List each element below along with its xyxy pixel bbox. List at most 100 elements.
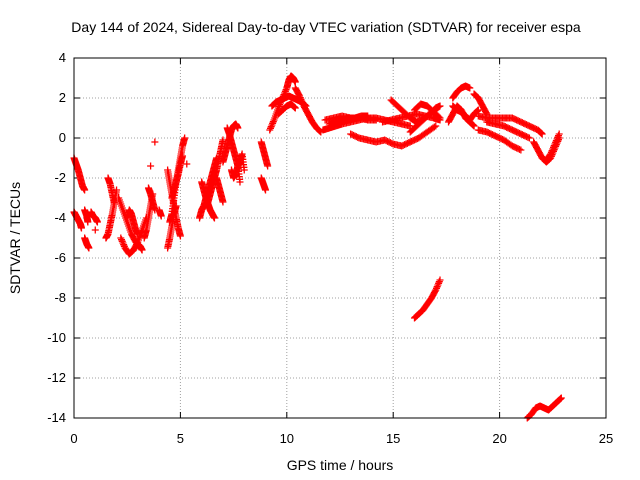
data-point — [210, 214, 218, 222]
data-point — [133, 239, 141, 247]
data-point — [93, 218, 101, 226]
y-tick-label: 4 — [59, 50, 66, 65]
series-sat-y — [213, 174, 227, 206]
data-point — [120, 241, 128, 249]
series-sat-ax — [483, 118, 533, 142]
data-point — [550, 143, 558, 151]
data-point — [517, 146, 525, 154]
data-point — [84, 218, 92, 226]
y-tick-label: 2 — [59, 90, 66, 105]
data-point — [474, 106, 482, 114]
data-point — [552, 138, 560, 146]
data-point — [281, 87, 289, 95]
chart-title: Day 144 of 2024, Sidereal Day-to-day VTE… — [71, 19, 581, 35]
series-sat-e — [87, 208, 101, 226]
data-point — [138, 246, 146, 254]
data-point — [436, 276, 444, 284]
data-point — [77, 224, 85, 232]
data-point — [554, 133, 562, 141]
series-sat-b — [70, 208, 85, 232]
data-point — [525, 134, 533, 142]
data-point — [555, 130, 563, 138]
data-point — [372, 116, 380, 124]
data-point — [473, 107, 481, 115]
grid-lines — [74, 58, 606, 418]
data-point — [219, 198, 227, 206]
data-point — [435, 279, 443, 287]
data-point — [119, 239, 127, 247]
data-point — [432, 122, 440, 130]
data-point — [117, 234, 125, 242]
data-point — [515, 145, 523, 153]
data-point — [295, 91, 303, 99]
data-point — [469, 121, 477, 129]
x-tick-label: 0 — [70, 431, 77, 446]
data-point — [264, 162, 272, 170]
series-sat-ag — [291, 84, 325, 136]
data-point — [537, 129, 545, 137]
series-sat-ak — [325, 112, 372, 128]
data-point — [151, 138, 159, 146]
data-point — [435, 278, 443, 286]
data-point — [183, 160, 191, 168]
data-point — [430, 123, 438, 131]
data-point — [432, 286, 440, 294]
data-point — [406, 122, 414, 130]
series-sat-u — [183, 160, 191, 168]
data-point — [557, 395, 565, 403]
series-sat-h — [104, 174, 118, 208]
x-tick-label: 25 — [599, 431, 613, 446]
series-sat-al — [347, 122, 440, 150]
data-point — [434, 281, 442, 289]
data-point — [298, 97, 306, 105]
series-sat-az — [542, 130, 563, 164]
data-point — [470, 122, 478, 130]
series-sat-s — [168, 152, 187, 202]
series-sat-o — [151, 138, 159, 146]
data-point — [550, 142, 558, 150]
series-sat-a — [70, 154, 89, 194]
series-sat-g — [102, 186, 121, 242]
data-point — [524, 133, 532, 141]
x-tick-label: 15 — [386, 431, 400, 446]
series-sat-at — [449, 102, 482, 124]
data-point — [176, 232, 184, 240]
data-point — [240, 166, 248, 174]
data-point — [296, 94, 304, 102]
data-point — [299, 100, 307, 108]
data-point — [118, 236, 126, 244]
x-tick-label: 5 — [177, 431, 184, 446]
data-point — [282, 86, 290, 94]
y-tick-label: -4 — [54, 210, 66, 225]
data-point — [298, 99, 306, 107]
data-point — [157, 212, 165, 220]
series-sat-aq — [410, 276, 444, 322]
data-point — [110, 200, 118, 208]
x-tick-label: 10 — [280, 431, 294, 446]
data-point — [554, 132, 562, 140]
data-point — [172, 202, 180, 210]
data-point — [181, 134, 189, 142]
data-point — [557, 394, 565, 402]
data-point — [269, 118, 277, 126]
x-tick-label: 20 — [492, 431, 506, 446]
data-point — [547, 150, 555, 158]
plot-frame — [73, 57, 607, 419]
data-point — [179, 152, 187, 160]
series-sat-m — [144, 184, 159, 214]
data-point — [435, 113, 443, 121]
series-sat-ac — [257, 138, 272, 170]
data-point — [219, 136, 227, 144]
series-sat-x — [204, 136, 227, 206]
data-point — [134, 230, 142, 238]
data-point — [549, 145, 557, 153]
y-tick-label: -12 — [47, 370, 66, 385]
y-tick-label: -14 — [47, 410, 66, 425]
series-sat-as — [449, 82, 474, 102]
data-point — [291, 104, 299, 112]
data-point — [297, 95, 305, 103]
data-point — [236, 178, 244, 186]
series-sat-t — [164, 202, 180, 252]
series-sat-f — [91, 226, 99, 234]
